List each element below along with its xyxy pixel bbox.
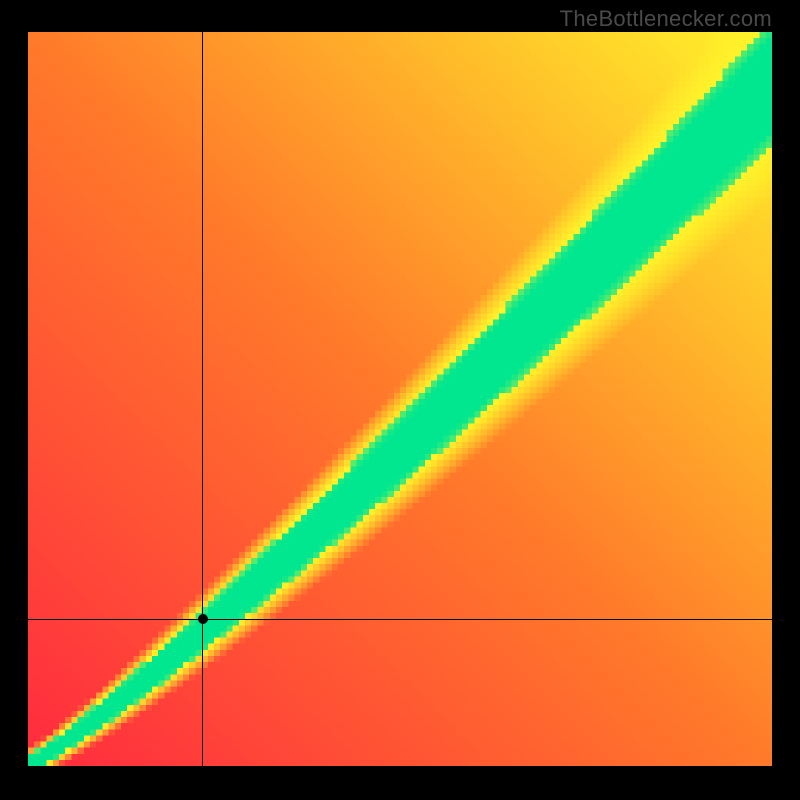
crosshair-marker	[198, 614, 208, 624]
crosshair-vertical	[202, 32, 203, 766]
chart-container: TheBottlenecker.com	[0, 0, 800, 800]
watermark-text: TheBottlenecker.com	[560, 6, 772, 32]
bottleneck-heatmap	[28, 32, 772, 766]
crosshair-horizontal	[28, 619, 772, 620]
plot-area	[28, 32, 772, 766]
